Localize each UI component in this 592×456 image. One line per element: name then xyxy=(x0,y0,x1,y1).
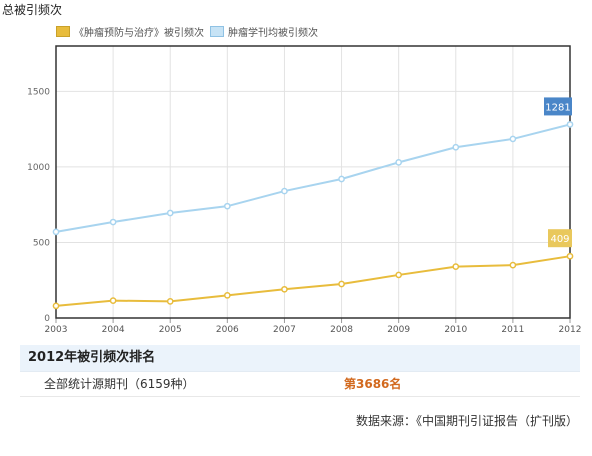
x-tick-label-8: 2011 xyxy=(501,325,524,335)
ranking-header: 2012年被引频次排名 xyxy=(20,345,580,372)
y-tick-label-1: 500 xyxy=(33,238,50,248)
series-1-point-7 xyxy=(452,143,460,151)
plot-area-border xyxy=(55,45,571,319)
series-0-point-7 xyxy=(452,263,460,270)
last-value-label-1: 1281 xyxy=(545,102,570,113)
series-0-point-1 xyxy=(109,297,117,304)
series-0-point-4 xyxy=(281,285,288,293)
series-0-point-8 xyxy=(509,261,517,269)
ranking-value: 第3686名 xyxy=(344,377,402,391)
series-0-point-9 xyxy=(566,252,574,260)
chart-title: 总被引频次 xyxy=(2,3,63,17)
series-0-point-0 xyxy=(52,302,60,310)
ranking-row: 全部统计源期刊（6159种） 第3686名 xyxy=(20,372,580,397)
x-tick-label-1: 2004 xyxy=(102,325,125,335)
x-tick-label-4: 2007 xyxy=(273,325,296,335)
last-value-label-0: 409 xyxy=(550,234,569,245)
series-1-point-4 xyxy=(281,187,288,195)
series-1-point-0 xyxy=(52,228,60,236)
legend: 《肿瘤预防与治疗》被引频次 肿瘤学刊均被引频次 xyxy=(56,24,324,39)
legend-swatch-average xyxy=(210,25,224,37)
legend-item-average[interactable]: 肿瘤学刊均被引频次 xyxy=(210,24,318,39)
series-1-point-2 xyxy=(166,209,174,217)
x-tick-label-0: 2003 xyxy=(45,325,68,335)
series-0-point-3 xyxy=(223,291,231,299)
series-0-point-2 xyxy=(166,298,174,305)
ranking-label: 全部统计源期刊（6159种） xyxy=(44,377,195,391)
series-1-point-1 xyxy=(109,218,117,226)
x-tick-label-2: 2005 xyxy=(159,325,182,335)
series-1-point-5 xyxy=(338,175,345,183)
x-tick-label-5: 2008 xyxy=(330,325,353,335)
series-1-point-8 xyxy=(509,135,517,143)
ranking-panel: 2012年被引频次排名 全部统计源期刊（6159种） 第3686名 xyxy=(20,345,580,397)
last-value-label-box-1 xyxy=(544,97,572,116)
line-chart: 0 500 1000 1500 2003 2004 2005 2006 2007 2008 2009… xyxy=(27,45,582,335)
y-tick-label-3: 1500 xyxy=(27,87,50,97)
legend-item-journal[interactable]: 《肿瘤预防与治疗》被引频次 xyxy=(56,24,204,39)
series-0-point-5 xyxy=(338,280,345,288)
x-tick-label-7: 2010 xyxy=(444,325,467,335)
legend-swatch-journal xyxy=(56,25,70,37)
y-tick-label-2: 1000 xyxy=(27,163,50,173)
legend-label-average: 肿瘤学刊均被引频次 xyxy=(228,27,318,39)
data-source: 数据来源：《中国期刊引证报告（扩刊版） xyxy=(355,414,578,428)
series-0-point-6 xyxy=(395,271,403,279)
last-value-label-box-0 xyxy=(548,229,572,248)
series-1-point-9 xyxy=(566,121,574,128)
series-line-1 xyxy=(55,123,571,233)
y-tick-label-0: 0 xyxy=(44,314,50,324)
series-line-0 xyxy=(55,255,571,307)
series-1-point-3 xyxy=(223,202,231,210)
series-1-point-6 xyxy=(395,159,403,166)
x-tick-label-3: 2006 xyxy=(216,325,239,335)
x-tick-label-9: 2012 xyxy=(559,325,582,335)
x-tick-label-6: 2009 xyxy=(387,325,410,335)
legend-label-journal: 《肿瘤预防与治疗》被引频次 xyxy=(74,27,204,39)
